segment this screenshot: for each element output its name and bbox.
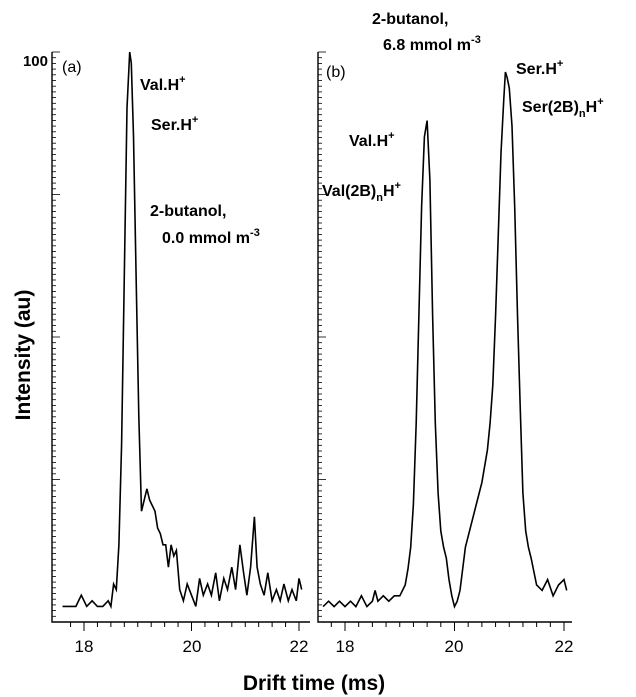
- y-top-label: 100: [23, 53, 48, 70]
- panel-b-x-tick-22: 22: [555, 637, 574, 656]
- panel-a-x-tick-18: 18: [75, 637, 94, 656]
- panel-a: (a) 100 18 20 22 Val.H+ Ser.H+ 2-butanol…: [23, 51, 310, 656]
- panel-b-annotation-ser2b: Ser(2B)nH+: [522, 96, 604, 120]
- panel-a-annotation-ser: Ser.H+: [151, 114, 198, 134]
- panel-b-x-minor-ticks: [330, 622, 565, 631]
- panel-a-y-minor-ticks: [52, 51, 60, 623]
- panel-b-condition-line2: 6.8 mmol m-3: [383, 34, 481, 54]
- panel-a-condition-line2: 0.0 mmol m-3: [162, 227, 260, 247]
- panel-a-label: (a): [62, 59, 82, 76]
- panel-b-x-tick-18: 18: [336, 637, 355, 656]
- panel-a-axes: [51, 52, 310, 623]
- panel-a-series-line: [62, 51, 303, 610]
- panel-a-condition-line1: 2-butanol,: [150, 203, 226, 220]
- x-axis-label: Drift time (ms): [243, 672, 385, 695]
- panel-b-annotation-val2b: Val(2B)nH+: [322, 180, 401, 204]
- panel-b-x-tick-20: 20: [445, 637, 464, 656]
- panel-b: (b) 18 20 22 2-butanol, 6.8 mmol m-3 Val…: [317, 11, 604, 656]
- panel-b-y-minor-ticks: [318, 51, 326, 623]
- panel-a-x-tick-20: 20: [183, 637, 202, 656]
- panel-b-condition-line1: 2-butanol,: [372, 11, 448, 28]
- panel-a-x-minor-ticks: [70, 622, 300, 631]
- panel-b-annotation-val: Val.H+: [349, 130, 395, 150]
- panel-b-label: (b): [326, 64, 346, 81]
- panel-b-annotation-ser: Ser.H+: [516, 58, 563, 78]
- panel-b-series-line: [322, 71, 568, 609]
- panel-a-x-tick-22: 22: [290, 637, 309, 656]
- y-axis-label: Intensity (au): [12, 290, 35, 421]
- panel-a-annotation-val: Val.H+: [140, 74, 186, 94]
